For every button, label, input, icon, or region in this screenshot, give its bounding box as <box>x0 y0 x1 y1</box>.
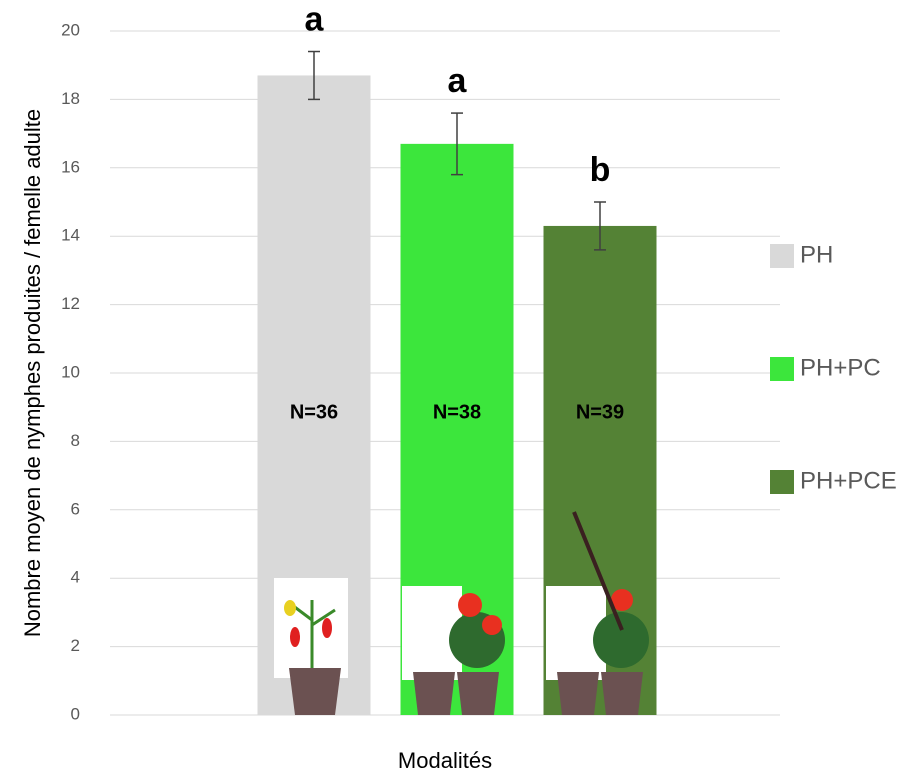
pot <box>601 672 643 715</box>
stick <box>572 511 624 631</box>
shrub <box>593 612 649 668</box>
pepper <box>322 618 332 638</box>
flower <box>458 593 482 617</box>
significance-letter: a <box>305 1 325 39</box>
pot <box>557 672 599 715</box>
y-tick-label: 2 <box>71 636 80 655</box>
significance-letter: b <box>590 151 611 189</box>
y-tick-label: 18 <box>61 89 80 108</box>
legend-label: PH <box>800 241 833 268</box>
legend-label: PH+PC <box>800 354 881 381</box>
legend-swatch <box>770 470 794 494</box>
x-axis-label: Modalités <box>398 748 492 773</box>
legend-swatch <box>770 357 794 381</box>
y-tick-label: 4 <box>71 568 80 587</box>
y-axis-label: Nombre moyen de nymphes produites / feme… <box>20 109 45 637</box>
pepper <box>284 600 296 616</box>
y-tick-label: 14 <box>61 226 80 245</box>
legend-swatch <box>770 244 794 268</box>
pepper <box>290 627 300 647</box>
pot <box>413 672 455 715</box>
y-tick-label: 6 <box>71 499 80 518</box>
n-label: N=36 <box>290 401 338 423</box>
pot <box>457 672 499 715</box>
y-tick-label: 8 <box>71 431 80 450</box>
flower <box>611 589 633 611</box>
significance-letter: a <box>448 62 468 100</box>
n-label: N=39 <box>576 401 624 423</box>
y-tick-label: 10 <box>61 362 80 381</box>
y-tick-label: 16 <box>61 157 80 176</box>
plant-illustrations <box>274 511 649 715</box>
y-tick-label: 12 <box>61 294 80 313</box>
y-tick-label: 20 <box>61 20 80 39</box>
pot <box>289 668 341 715</box>
n-label: N=38 <box>433 401 481 423</box>
flower <box>482 615 502 635</box>
y-tick-label: 0 <box>71 704 80 723</box>
legend-label: PH+PCE <box>800 467 897 494</box>
